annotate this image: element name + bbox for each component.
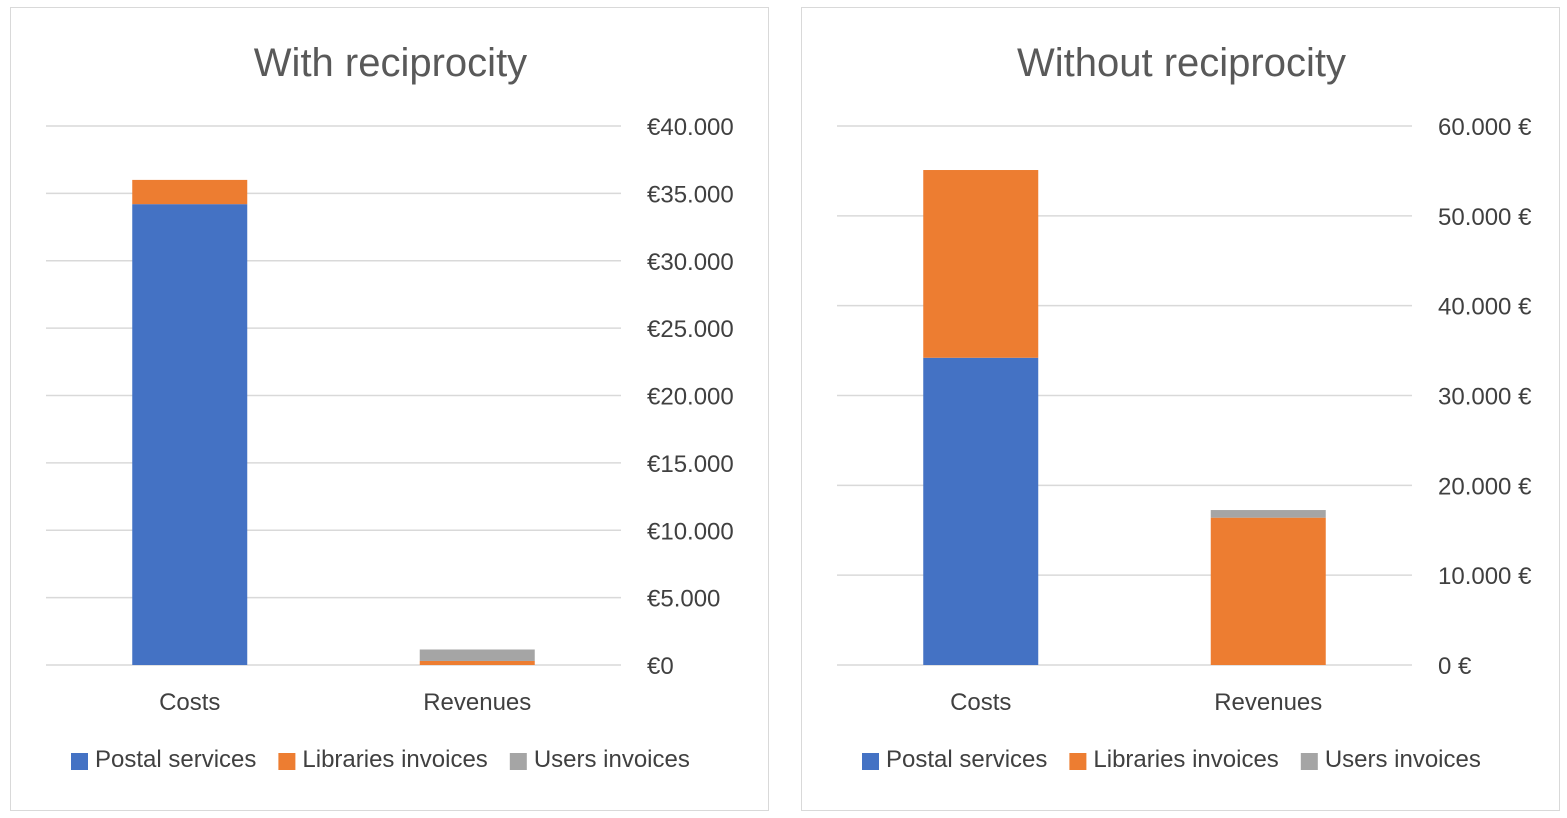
bar-costs-postal-services bbox=[923, 357, 1039, 665]
legend-swatch-libraries-invoices bbox=[1069, 753, 1087, 770]
y-tick-label: €30.000 bbox=[647, 249, 734, 276]
legend-swatch-postal-services bbox=[71, 753, 88, 770]
y-tick-label: 0 € bbox=[1438, 653, 1472, 680]
y-tick-label: 50.000 € bbox=[1438, 204, 1532, 231]
x-category-label: Revenues bbox=[423, 689, 531, 716]
legend-label-postal-services: Postal services bbox=[95, 746, 256, 773]
y-tick-label: €15.000 bbox=[647, 451, 734, 478]
bar-costs-postal-services bbox=[132, 204, 248, 665]
bar-revenues-libraries-invoices bbox=[419, 660, 535, 665]
y-tick-label: €40.000 bbox=[647, 114, 734, 141]
legend-swatch-libraries-invoices bbox=[278, 753, 296, 770]
y-tick-label: 60.000 € bbox=[1438, 114, 1532, 141]
y-tick-label: €25.000 bbox=[647, 316, 734, 343]
y-tick-label: 10.000 € bbox=[1438, 563, 1532, 590]
y-tick-label: €0 bbox=[647, 653, 674, 680]
chart-panel-with-reciprocity: With reciprocity €0 €5.000 €10.000 €15.000 €2… bbox=[10, 7, 769, 811]
legend-swatch-users-invoices bbox=[509, 753, 527, 770]
legend-label-libraries-invoices: Libraries invoices bbox=[302, 746, 487, 773]
bar-revenues-libraries-invoices bbox=[1210, 517, 1326, 665]
chart-title: Without reciprocity bbox=[1017, 41, 1346, 85]
x-category-label: Revenues bbox=[1214, 689, 1322, 716]
y-tick-label: 40.000 € bbox=[1438, 294, 1532, 321]
y-tick-label: €20.000 bbox=[647, 384, 734, 411]
x-category-label: Costs bbox=[159, 689, 220, 716]
legend-label-users-invoices: Users invoices bbox=[1325, 746, 1481, 773]
chart-with-reciprocity: With reciprocity €0 €5.000 €10.000 €15.000 €2… bbox=[46, 41, 734, 773]
chart-panel-without-reciprocity: Without reciprocity 0 € 10.000 € 20.000 € 30… bbox=[801, 7, 1560, 811]
legend-label-postal-services: Postal services bbox=[886, 746, 1047, 773]
legend-swatch-postal-services bbox=[862, 753, 879, 770]
y-tick-label: €10.000 bbox=[647, 518, 734, 545]
legend-swatch-users-invoices bbox=[1300, 753, 1318, 770]
chart-title: With reciprocity bbox=[254, 41, 527, 85]
bar-costs-libraries-invoices bbox=[923, 170, 1039, 358]
y-tick-label: 30.000 € bbox=[1438, 384, 1532, 411]
legend-label-libraries-invoices: Libraries invoices bbox=[1093, 746, 1278, 773]
y-tick-label: 20.000 € bbox=[1438, 473, 1532, 500]
bar-revenues-users-invoices bbox=[419, 649, 535, 661]
chart-without-reciprocity: Without reciprocity 0 € 10.000 € 20.000 € 30… bbox=[837, 41, 1532, 773]
x-category-label: Costs bbox=[950, 689, 1011, 716]
y-tick-label: €35.000 bbox=[647, 181, 734, 208]
bar-costs-libraries-invoices bbox=[132, 179, 248, 205]
legend: Postal services Libraries invoices Users i… bbox=[71, 746, 690, 773]
y-tick-label: €5.000 bbox=[647, 586, 720, 613]
legend: Postal services Libraries invoices Users i… bbox=[862, 746, 1481, 773]
legend-label-users-invoices: Users invoices bbox=[534, 746, 690, 773]
bar-revenues-users-invoices bbox=[1210, 510, 1326, 518]
